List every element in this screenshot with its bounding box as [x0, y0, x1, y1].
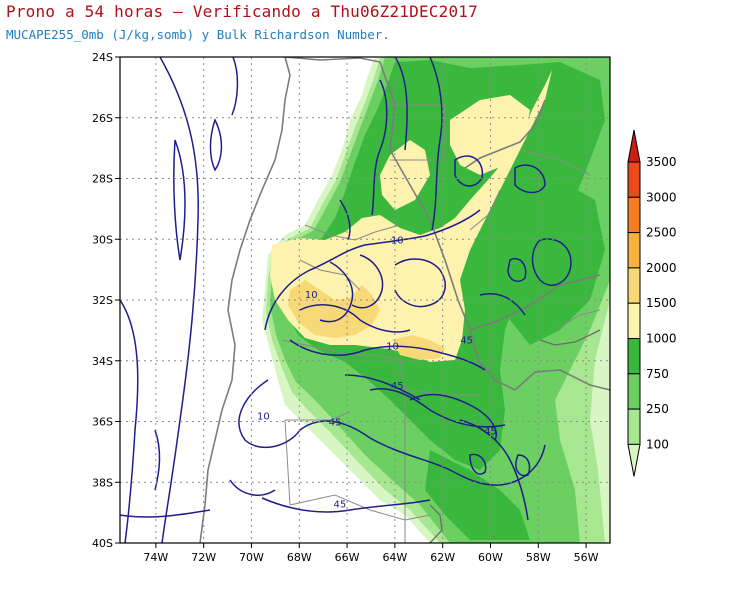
legend-swatch: [627, 302, 641, 340]
legend-label: 3500: [646, 155, 677, 169]
legend-label: 750: [646, 367, 669, 381]
contour-label: 10: [305, 290, 318, 301]
coastline: [429, 329, 601, 543]
legend-arrow-bottom: [627, 443, 641, 477]
contour-label: 45: [391, 381, 404, 392]
legend-swatch: [627, 232, 641, 269]
richardson-contours: [120, 57, 572, 543]
contour-labels: 10 10 10 45 45 45 10 45 45: [257, 235, 497, 510]
lon-tick-label: 56W: [574, 551, 599, 564]
contour-label: 45: [484, 427, 497, 438]
lon-tick-label: 64W: [382, 551, 407, 564]
lat-tick-label: 32S: [92, 294, 113, 307]
page-subtitle: MUCAPE255_0mb (J/kg,somb) y Bulk Richard…: [6, 27, 390, 42]
page-title: Prono a 54 horas — Verificando a Thu06Z2…: [6, 2, 478, 21]
map-axes: 24S 26S 28S 30S 32S 34S 36S 38S 40S 74W 72W 70W 68W 6…: [92, 51, 599, 564]
lat-tick-label: 30S: [92, 233, 113, 246]
lat-tick-label: 24S: [92, 51, 113, 64]
legend-label: 3000: [646, 190, 677, 204]
cape-shade-2000: [288, 280, 380, 338]
lat-tick-label: 40S: [92, 537, 113, 550]
legend-swatch: [627, 408, 641, 445]
lon-tick-label: 74W: [143, 551, 168, 564]
country-borders: [199, 57, 610, 543]
lon-tick-label: 68W: [287, 551, 312, 564]
cape-shade-1000-south: [425, 450, 530, 540]
contour-label: 45: [460, 335, 473, 346]
lon-tick-label: 60W: [478, 551, 503, 564]
lat-tick-label: 28S: [92, 173, 113, 186]
contour-label: 10: [257, 411, 270, 422]
lon-tick-label: 72W: [191, 551, 216, 564]
legend-swatch: [627, 161, 641, 198]
cape-legend: 3500 3000 2500 2000 1500 1000 750 250 100: [627, 129, 677, 477]
cape-shade-1500: [270, 70, 552, 362]
lon-tick-label: 58W: [526, 551, 551, 564]
lat-tick-label: 26S: [92, 112, 113, 125]
legend-swatch: [627, 338, 641, 375]
contour-label: 45: [329, 418, 342, 429]
legend-swatch: [627, 196, 641, 234]
lat-tick-label: 34S: [92, 355, 113, 368]
contour-label: 10: [386, 342, 399, 353]
lon-tick-label: 66W: [335, 551, 360, 564]
lon-tick-label: 62W: [430, 551, 455, 564]
province-borders: [281, 104, 601, 543]
legend-swatch: [627, 267, 641, 304]
legend-label: 2000: [646, 261, 677, 275]
legend-label: 1000: [646, 332, 677, 346]
legend-arrow-top: [627, 129, 641, 163]
legend-swatch: [627, 373, 641, 410]
contour-label: 45: [334, 500, 347, 511]
map-grid: [120, 57, 610, 543]
lon-tick-label: 70W: [239, 551, 264, 564]
lat-tick-label: 38S: [92, 476, 113, 489]
lat-tick-label: 36S: [92, 416, 113, 429]
legend-label: 1500: [646, 296, 677, 310]
contour-label: 10: [391, 235, 404, 246]
cape-shade-1000-east: [505, 180, 605, 345]
legend-label: 250: [646, 402, 669, 416]
legend-label: 2500: [646, 226, 677, 240]
legend-label: 100: [646, 437, 669, 451]
